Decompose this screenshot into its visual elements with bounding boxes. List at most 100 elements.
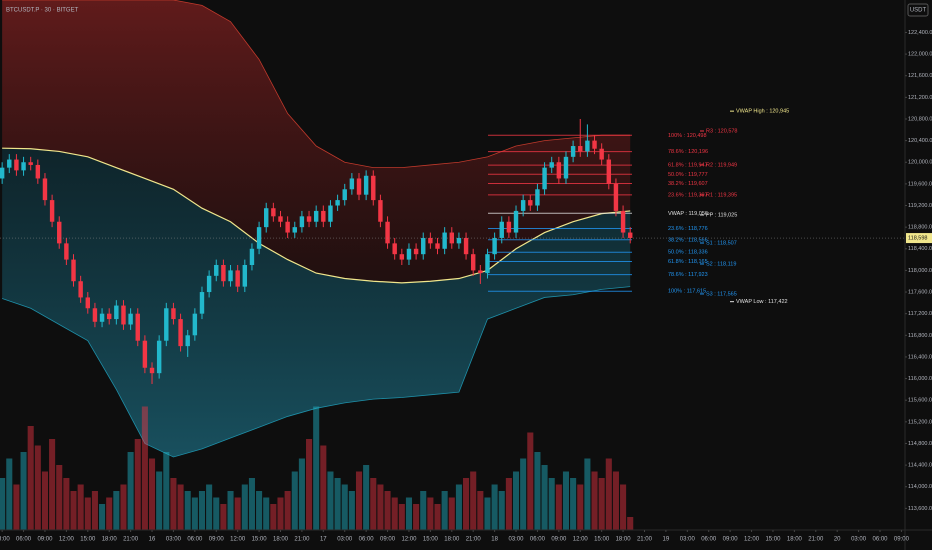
y-tick-label: 122,000.0	[908, 52, 932, 58]
x-tick-label: 06:00	[16, 537, 32, 543]
candle-body	[321, 210, 326, 222]
x-tick-label: 12:00	[59, 537, 75, 543]
candle-body	[406, 248, 412, 260]
x-tick-label: 21:00	[637, 537, 653, 543]
candle-body	[156, 340, 162, 374]
candle-body	[149, 367, 155, 374]
candle-body	[185, 335, 190, 347]
candle-body	[128, 313, 133, 325]
candle-body	[535, 189, 540, 206]
level-label: 78.6% : 120,196	[668, 149, 708, 155]
candle-body	[328, 205, 333, 222]
volume-bar	[470, 471, 477, 530]
volume-bar	[141, 406, 148, 530]
candle-body	[306, 216, 312, 222]
candle-body	[449, 232, 454, 244]
volume-bar	[520, 458, 527, 530]
pivot-label: R3 : 120,578	[706, 128, 738, 134]
candle-body	[570, 146, 576, 157]
y-tick-label: 114,000.0	[908, 484, 932, 490]
x-tick-label: 09:00	[380, 537, 396, 543]
candle-body	[413, 248, 419, 255]
x-tick-label: 06:00	[530, 537, 546, 543]
volume-bar	[341, 484, 348, 530]
volume-bar	[177, 484, 184, 530]
y-tick-label: 116,800.0	[908, 333, 932, 339]
candle-body	[363, 175, 369, 195]
volume-bar	[213, 497, 220, 530]
y-tick-label: 116,000.0	[908, 376, 932, 382]
candle-body	[78, 281, 83, 298]
y-tick-label: 115,600.0	[908, 398, 932, 404]
candle-body	[399, 254, 405, 260]
volume-bar	[91, 491, 98, 530]
volume-bar	[320, 445, 327, 530]
candle-body	[92, 308, 98, 322]
level-label: 38.2% : 119,607	[668, 181, 708, 187]
candle-body	[0, 167, 5, 179]
candle-body	[114, 305, 119, 320]
candle-body	[421, 237, 426, 255]
volume-bar	[363, 465, 370, 530]
volume-bar	[84, 497, 91, 530]
x-tick-label: 18	[491, 537, 498, 543]
volume-bar	[248, 478, 255, 530]
candle-body	[485, 254, 490, 274]
volume-bar	[20, 452, 27, 530]
x-tick-label: 18:00	[616, 537, 632, 543]
pivot-label: S3 : 117,565	[706, 291, 737, 297]
level-label: 100% : 117,615	[668, 289, 706, 295]
last-price-box	[906, 233, 932, 244]
candle-body	[28, 162, 33, 165]
volume-bar	[163, 452, 170, 530]
x-tick-label: 09:00	[209, 537, 225, 543]
x-tick-label: 03:00	[851, 537, 867, 543]
upper-band-fill	[2, 0, 631, 283]
volume-bar	[562, 471, 570, 530]
candle-body	[285, 221, 290, 233]
x-tick-label: 12:00	[401, 537, 417, 543]
band-line	[2, 286, 631, 458]
volume-bar	[384, 491, 391, 530]
candle-body	[228, 270, 233, 282]
volume-bar	[99, 504, 106, 530]
x-tick-label: 19	[663, 537, 670, 543]
volume-bar	[198, 491, 206, 530]
volume-bar	[448, 497, 455, 530]
volume-bar	[49, 439, 56, 530]
chart-title: BTCUSDT.P · 30 · BITGET	[6, 8, 79, 14]
volume-bar	[220, 504, 227, 530]
volume-bar	[334, 478, 341, 530]
x-tick-label: 18:00	[273, 537, 289, 543]
volume-bar	[113, 491, 120, 530]
volume-bar	[227, 491, 234, 530]
candle-body	[171, 308, 176, 320]
volume-bar	[284, 491, 291, 530]
volume-bar	[184, 491, 191, 530]
candle-body	[99, 313, 105, 322]
x-tick-label: 03:00	[680, 537, 696, 543]
candle-body	[192, 313, 198, 336]
volume-bar	[591, 471, 598, 530]
x-tick-label: 18:00	[787, 537, 803, 543]
volume-bar	[527, 432, 534, 530]
candle-body	[378, 200, 383, 222]
x-tick-label: 09:00	[723, 537, 739, 543]
candle-body	[106, 313, 112, 320]
candle-body	[442, 232, 447, 249]
volume-bar	[541, 465, 548, 530]
x-tick-label: 18:00	[102, 537, 118, 543]
volume-bar	[491, 484, 498, 530]
x-tick-label: 06:00	[701, 537, 717, 543]
pivot-label: S2 : 118,119	[706, 261, 736, 267]
pivot-label: PP : 119,025	[706, 212, 737, 218]
candle-body	[428, 237, 433, 244]
volume-bar	[463, 478, 470, 530]
candle-body	[49, 200, 55, 222]
y-tick-label: 115,200.0	[908, 419, 932, 425]
volume-bar	[170, 478, 177, 530]
extreme-label: VWAP High : 120,945	[736, 109, 789, 115]
volume-bar	[156, 471, 163, 530]
volume-bar	[598, 478, 605, 530]
